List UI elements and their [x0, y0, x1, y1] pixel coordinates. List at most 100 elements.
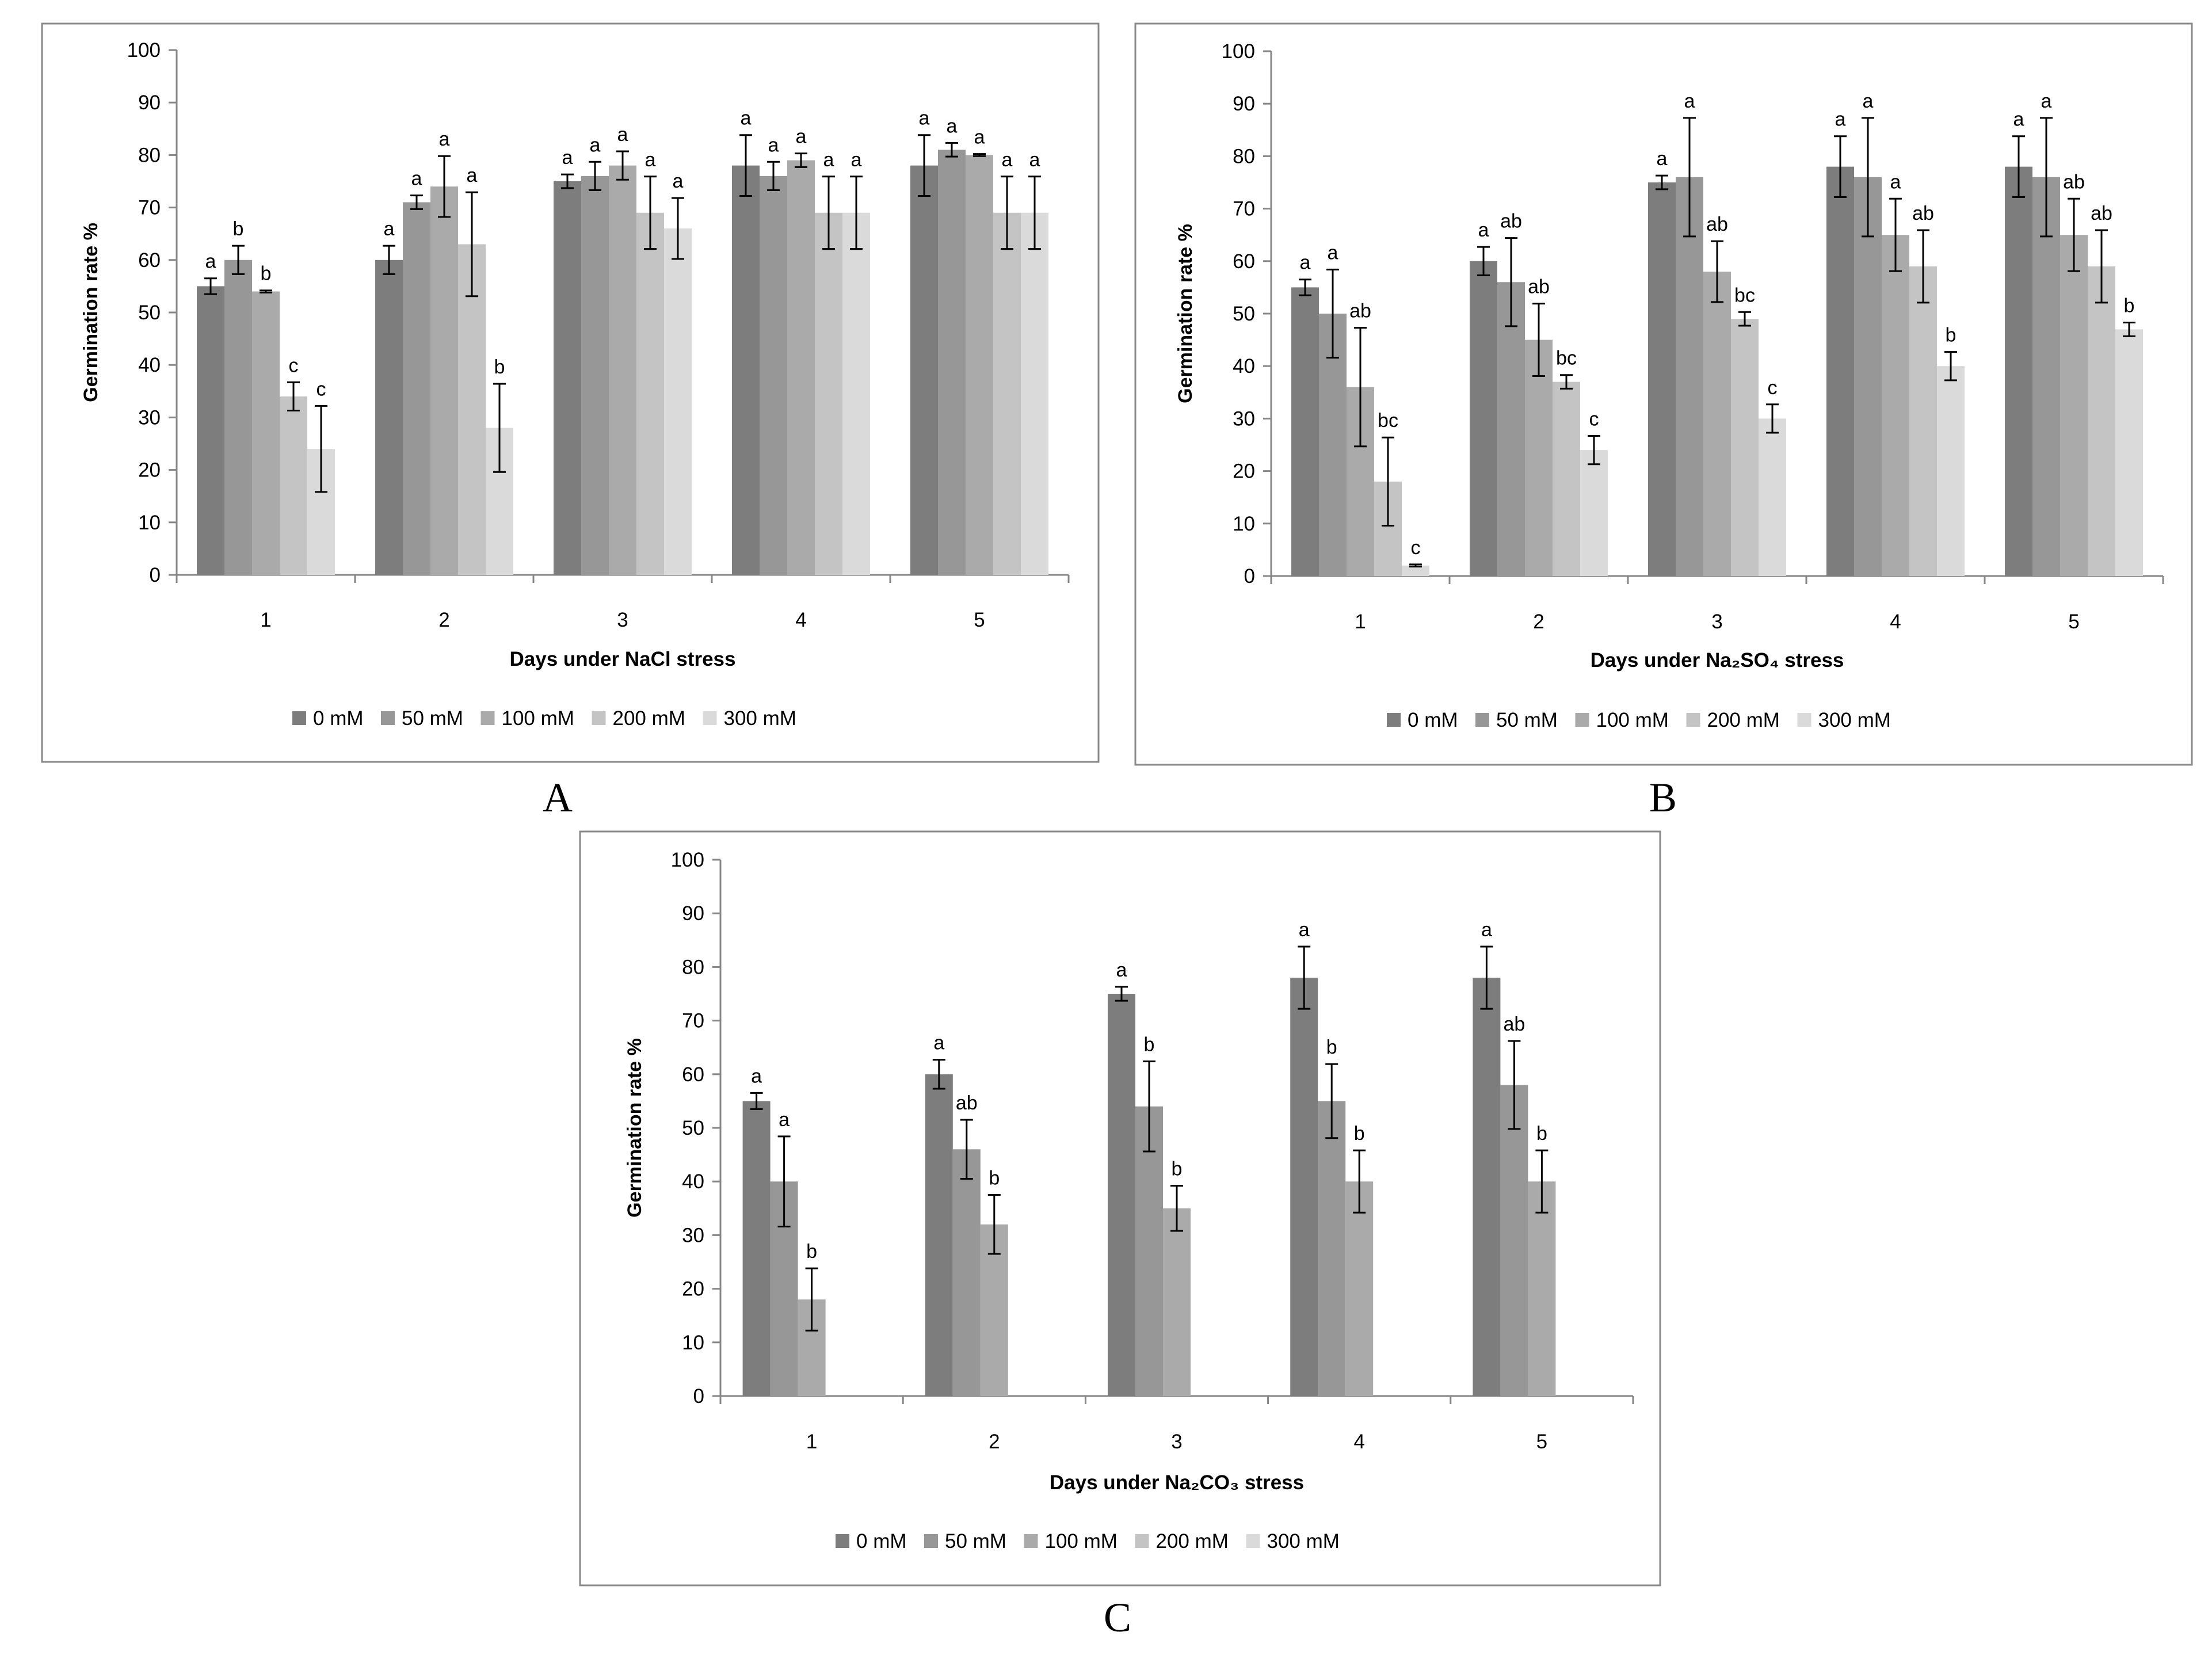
significance-letter: a [1890, 171, 1901, 193]
significance-letter: a [2013, 109, 2024, 131]
y-tick-label: 60 [138, 249, 161, 272]
legend-swatch [1686, 713, 1700, 727]
y-tick-label: 50 [682, 1117, 704, 1139]
bar [554, 181, 581, 575]
significance-letter: a [1684, 90, 1695, 112]
chart-panel-b: 0 10 20 30 40 50 60 70 80 90 100 Germination rate %… [1134, 22, 2193, 766]
bar [952, 1149, 981, 1396]
y-tick-label: 30 [1233, 407, 1255, 430]
significance-letter: c [316, 378, 326, 400]
x-tick-label: 5 [974, 609, 985, 631]
legend-swatch [592, 711, 606, 725]
significance-letter: c [1768, 377, 1778, 399]
legend-swatch [381, 711, 395, 725]
y-tick-label: 0 [693, 1385, 704, 1408]
significance-letter: a [1478, 219, 1489, 241]
significance-letter: a [205, 251, 216, 273]
x-tick-label: 2 [989, 1431, 1000, 1453]
x-tick-label: 1 [260, 609, 271, 631]
legend-swatch [1575, 713, 1589, 727]
legend-label: 200 mM [613, 707, 685, 730]
bar [2115, 329, 2143, 576]
significance-letter: b [1946, 325, 1957, 346]
y-tick-label: 100 [1222, 40, 1255, 63]
bar [609, 165, 636, 575]
y-tick-label: 100 [671, 849, 704, 871]
bar [1402, 565, 1429, 576]
bar [1291, 287, 1319, 576]
x-axis-title: Days under NaCl stress [510, 648, 736, 670]
bar [1525, 340, 1553, 576]
bar [252, 291, 280, 575]
bar [1937, 366, 1965, 576]
significance-letter: a [590, 134, 601, 156]
panel-label-a: A [543, 775, 573, 821]
bar [636, 212, 664, 575]
bar [1290, 978, 1318, 1396]
significance-letter: a [617, 124, 628, 146]
significance-letter: a [645, 149, 656, 171]
significance-letter: a [919, 108, 930, 129]
x-tick-label: 5 [2068, 611, 2079, 633]
legend-swatch [836, 1534, 849, 1548]
significance-letter: a [1657, 148, 1668, 170]
bar [842, 212, 870, 575]
legend-label: 50 mM [945, 1530, 1006, 1553]
significance-letter: b [1144, 1033, 1155, 1055]
significance-letter: b [494, 356, 505, 378]
significance-letter: a [851, 149, 862, 171]
x-tick-label: 4 [1353, 1431, 1364, 1453]
bar [1909, 266, 1937, 576]
y-tick-label: 70 [138, 197, 161, 219]
significance-letter: ab [1912, 203, 1934, 224]
x-tick-label: 1 [806, 1431, 817, 1453]
panel-label-b: B [1649, 775, 1677, 821]
significance-letter: a [796, 126, 807, 148]
significance-letter: a [1863, 90, 1874, 112]
x-axis-title: Days under Na₂SO₄ stress [1591, 649, 1844, 672]
bar [993, 212, 1021, 575]
bar [458, 244, 486, 575]
significance-letter: ab [1706, 213, 1728, 235]
legend-label: 0 mM [1408, 709, 1458, 731]
chart-panel-a: 0 10 20 30 40 50 60 70 80 90 100 Germination rate %… [41, 22, 1100, 763]
legend-swatch [292, 711, 306, 725]
x-axis-title: Days under Na₂CO₃ stress [1050, 1471, 1304, 1494]
significance-letter: a [1481, 919, 1492, 941]
y-tick-label: 90 [1233, 93, 1255, 115]
bar [815, 212, 842, 575]
significance-letter: a [741, 108, 752, 129]
legend-swatch [1387, 713, 1401, 727]
y-tick-label: 20 [682, 1278, 704, 1300]
significance-letter: a [439, 128, 450, 150]
bar [1163, 1208, 1191, 1396]
legend-swatch [703, 711, 717, 725]
legend-label: 100 mM [1596, 709, 1669, 731]
bar [1497, 282, 1525, 576]
bar [581, 176, 609, 575]
bar [1500, 1085, 1528, 1396]
legend-label: 300 mM [724, 707, 796, 730]
x-tick-label: 5 [1536, 1431, 1547, 1453]
bar [1676, 177, 1703, 576]
legend-label: 0 mM [856, 1530, 907, 1553]
y-tick-label: 80 [1233, 145, 1255, 167]
bar [1021, 212, 1048, 575]
significance-letter: b [989, 1168, 1000, 1189]
y-tick-label: 80 [138, 144, 161, 166]
x-tick-label: 2 [1533, 611, 1544, 633]
legend-label: 200 mM [1707, 709, 1780, 731]
significance-letter: a [467, 165, 478, 186]
x-tick-label: 2 [438, 609, 449, 631]
significance-letter: a [411, 168, 422, 190]
bar [938, 150, 966, 575]
legend-label: 300 mM [1818, 709, 1891, 731]
legend-label: 100 mM [502, 707, 574, 730]
y-tick-label: 100 [127, 39, 161, 62]
significance-letter: bc [1556, 348, 1577, 369]
bar [197, 286, 224, 575]
bar [430, 186, 458, 575]
panel-label-c: C [1104, 1595, 1132, 1641]
bar [760, 176, 787, 575]
bar [375, 260, 403, 575]
